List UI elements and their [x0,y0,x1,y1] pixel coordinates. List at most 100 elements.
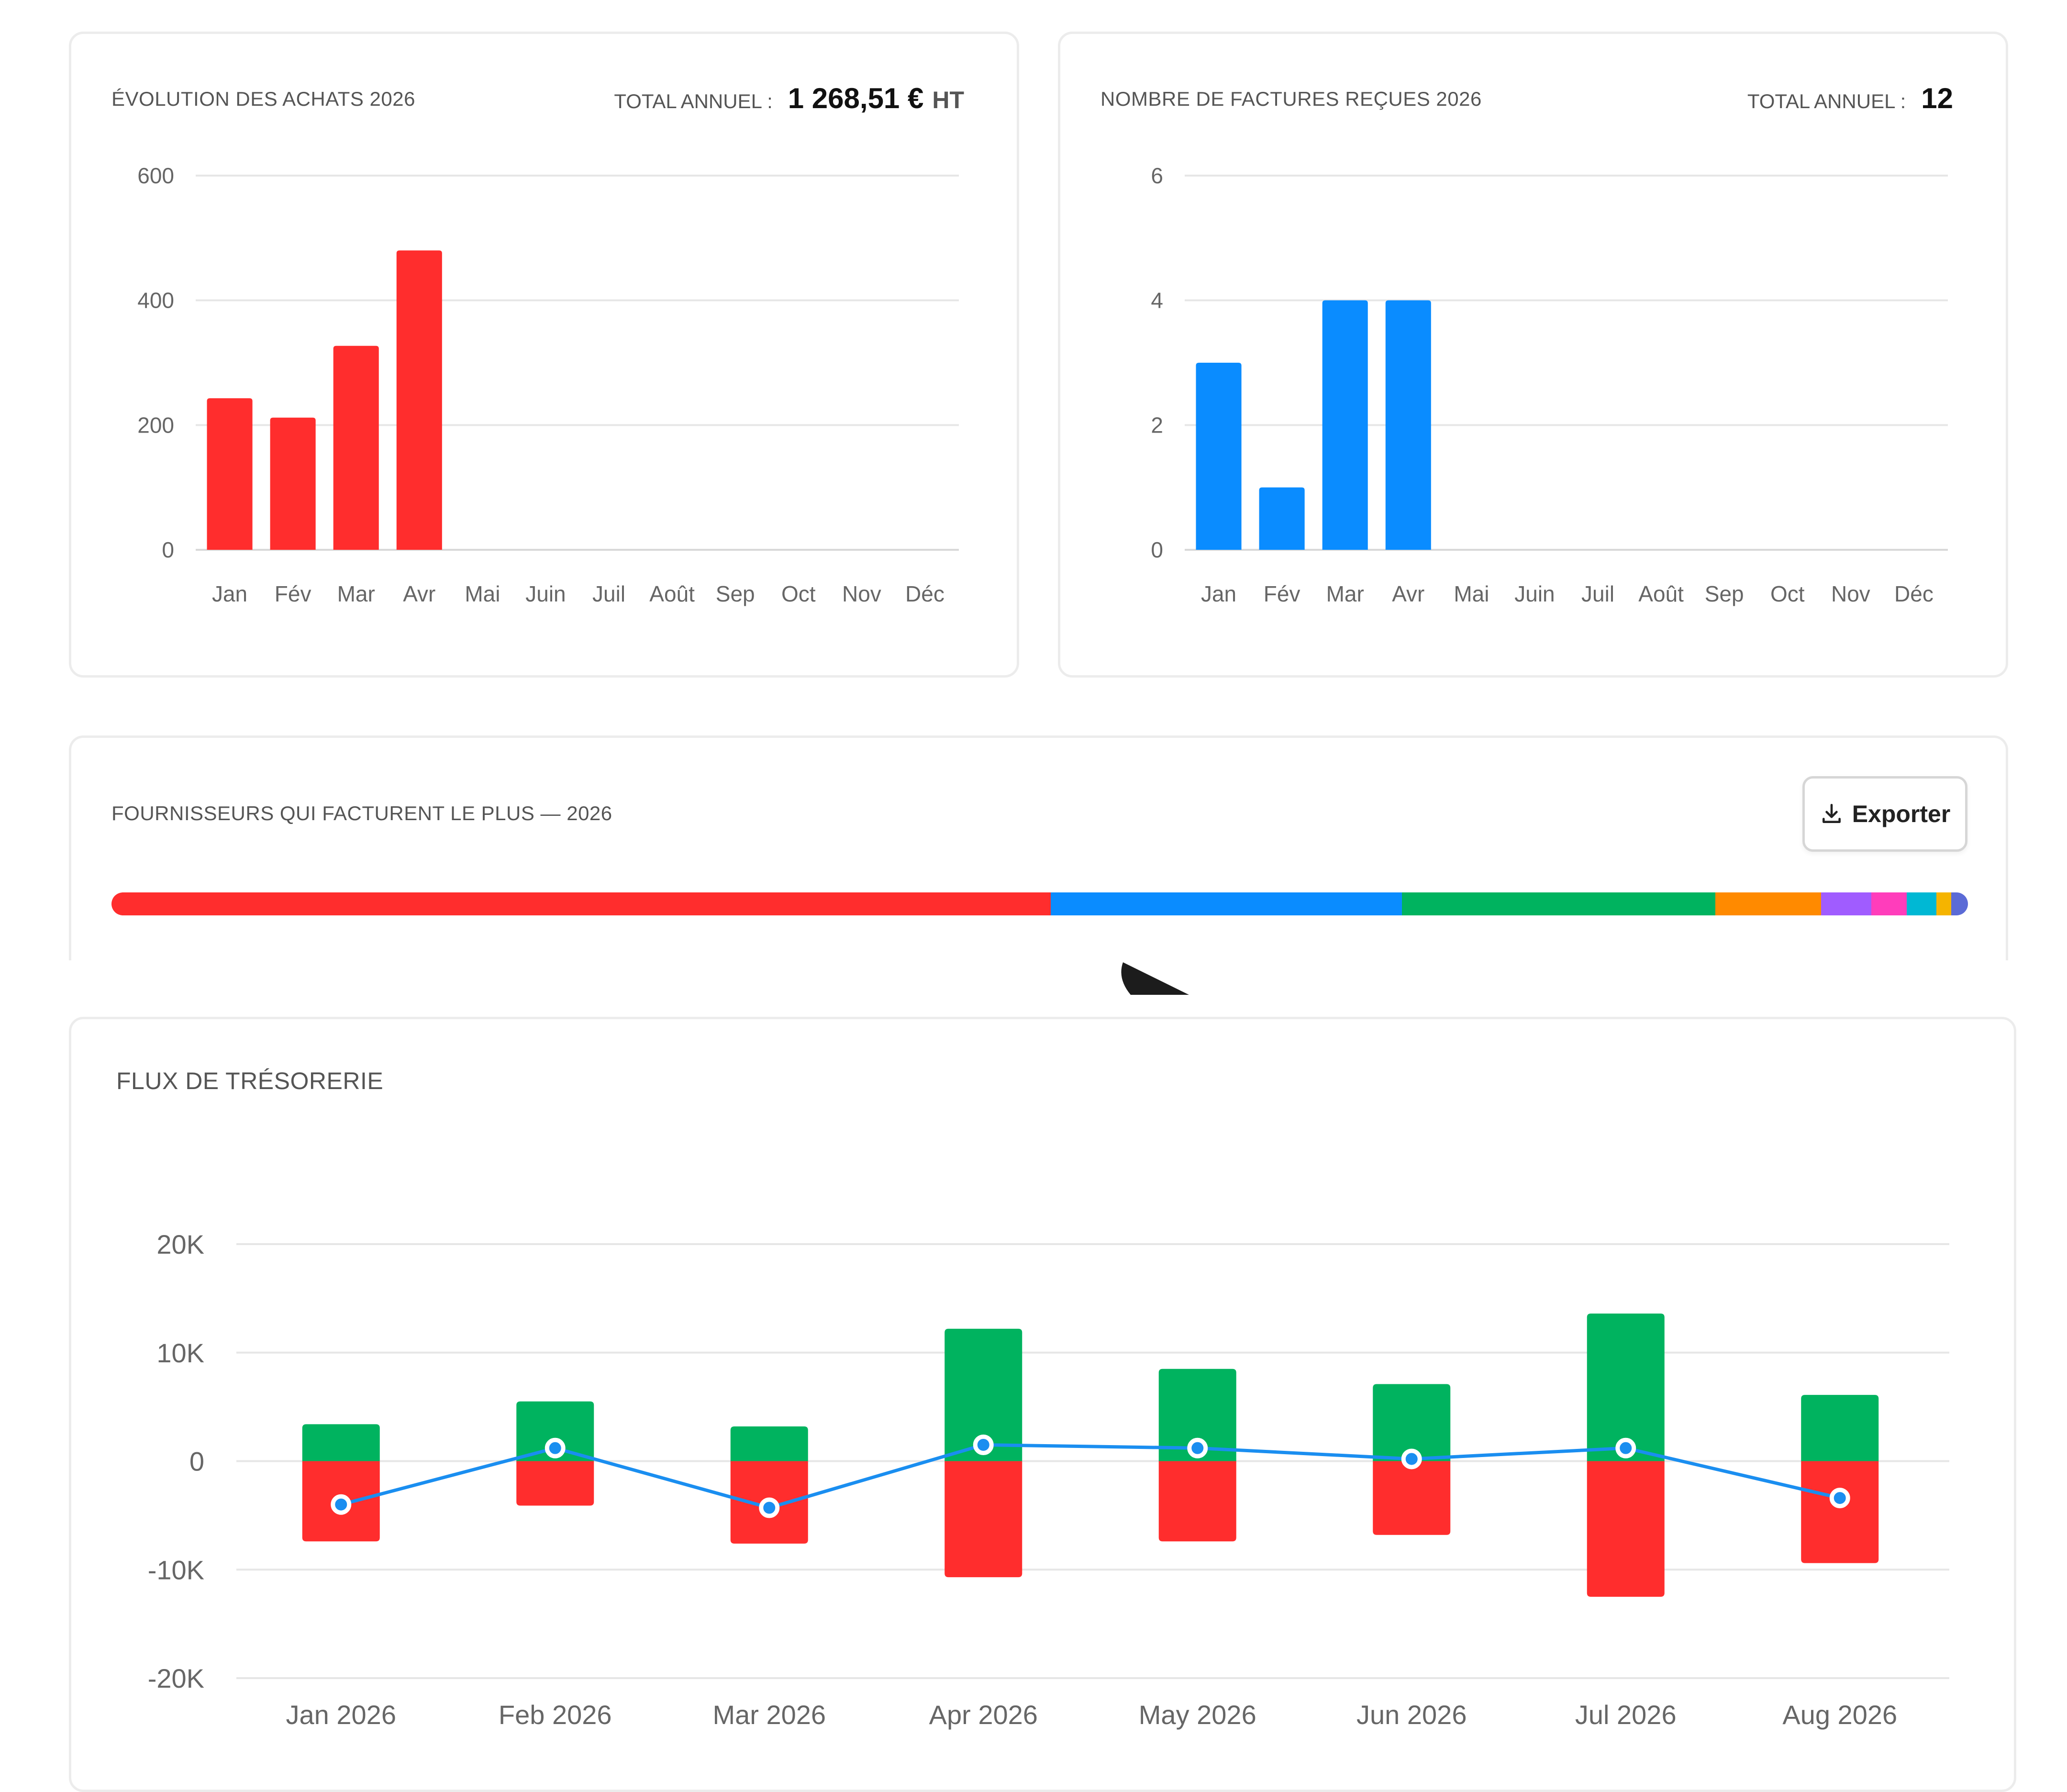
cash-flow-x-tick-label: May 2026 [1139,1700,1256,1730]
purchases-x-tick-label: Sep [716,581,755,606]
invoices-bar-chart: 0 2 4 6 Jan Fév Mar Avr Mai Juin Juil Août Sep Oct Nov… [1151,163,1948,606]
invoices-bar[interactable] [1196,363,1242,550]
invoices-x-tick-label: Oct [1770,581,1805,606]
cash-flow-outflow-bar[interactable] [945,1461,1022,1578]
purchases-bar[interactable] [333,345,379,550]
cash-flow-net-point[interactable] [545,1437,566,1458]
cash-flow-net-point[interactable] [1829,1488,1850,1509]
cash-flow-net-point[interactable] [1187,1437,1208,1458]
purchases-chart-title: ÉVOLUTION DES ACHATS 2026 [111,88,415,110]
cash-flow-y-tick-label: 0 [189,1447,204,1477]
purchases-x-tick-label: Déc [905,581,945,606]
invoices-y-tick-label: 2 [1151,412,1163,437]
cash-flow-card: FLUX DE TRÉSORERIE -20K -10K 0 10K 20K Jan 20… [69,1017,2016,1792]
invoices-bar[interactable] [1259,487,1305,550]
suppliers-share-bar [111,892,1968,915]
cash-flow-x-tick-label: Jul 2026 [1575,1700,1677,1730]
cash-flow-chart: -20K -10K 0 10K 20K Jan 2026 Feb 2026 Mar 2026 A… [148,1229,1949,1730]
invoices-x-tick-label: Jan [1201,581,1236,606]
purchases-annual-total: TOTAL ANNUEL : 1 268,51 € HT [614,82,964,115]
cash-flow-inflow-bar[interactable] [945,1328,1022,1461]
invoices-x-tick-label: Sep [1705,581,1744,606]
purchases-x-tick-label: Avr [403,581,435,606]
cash-flow-outflow-bar[interactable] [516,1461,594,1506]
export-button[interactable]: Exporter [1802,776,1967,852]
invoices-bar[interactable] [1322,300,1368,550]
cash-flow-inflow-bar[interactable] [1587,1313,1665,1461]
invoices-y-tick-label: 4 [1151,288,1163,313]
mouse-cursor-icon [1121,962,1189,995]
purchases-x-tick-label: Oct [781,581,816,606]
invoices-x-tick-label: Mai [1454,581,1489,606]
supplier-share-segment[interactable] [111,892,1051,915]
supplier-share-segment[interactable] [1951,892,1968,915]
purchases-x-tick-label: Juin [525,581,566,606]
invoices-x-tick-label: Déc [1894,581,1934,606]
cash-flow-y-tick-label: -20K [148,1663,204,1693]
invoices-bar[interactable] [1385,300,1431,550]
supplier-share-segment[interactable] [1821,892,1872,915]
supplier-share-segment[interactable] [1906,892,1936,915]
supplier-share-segment[interactable] [1936,892,1952,915]
invoices-x-tick-label: Juil [1581,581,1614,606]
cash-flow-title: FLUX DE TRÉSORERIE [116,1068,384,1094]
purchases-y-tick-label: 400 [137,288,174,313]
cash-flow-y-tick-label: 10K [156,1338,204,1368]
purchases-chart-card: ÉVOLUTION DES ACHATS 2026 TOTAL ANNUEL :… [69,32,1019,678]
cash-flow-net-point[interactable] [973,1434,994,1455]
cash-flow-x-tick-label: Jun 2026 [1356,1700,1467,1730]
purchases-x-tick-label: Jan [212,581,247,606]
cash-flow-net-point[interactable] [759,1497,780,1518]
invoices-chart-card: NOMBRE DE FACTURES REÇUES 2026 TOTAL ANN… [1058,32,2008,678]
purchases-x-tick-label: Mar [337,581,375,606]
cash-flow-outflow-bar[interactable] [1587,1461,1665,1597]
supplier-share-segment[interactable] [1051,892,1402,915]
purchases-x-tick-label: Nov [842,581,881,606]
cash-flow-y-tick-label: 20K [156,1229,204,1259]
cash-flow-x-tick-label: Mar 2026 [712,1700,826,1730]
invoices-chart-title: NOMBRE DE FACTURES REÇUES 2026 [1100,88,1482,110]
purchases-x-tick-label: Août [649,581,695,606]
invoices-x-tick-label: Juin [1514,581,1555,606]
cash-flow-x-tick-label: Feb 2026 [499,1700,612,1730]
purchases-bar-chart: 0 200 400 600 Jan Fév Mar Avr Mai Juin Juil Août Sep… [137,163,959,606]
cash-flow-inflow-bar[interactable] [302,1424,380,1461]
cash-flow-x-tick-label: Jan 2026 [286,1700,396,1730]
cash-flow-x-tick-label: Apr 2026 [929,1700,1038,1730]
cash-flow-outflow-bar[interactable] [1373,1461,1451,1535]
cash-flow-net-point[interactable] [1401,1448,1422,1469]
invoices-total-value: 12 [1921,82,1953,114]
cash-flow-inflow-bar[interactable] [1801,1395,1879,1461]
invoices-x-tick-label: Mar [1326,581,1364,606]
purchases-y-tick-label: 200 [137,412,174,437]
purchases-x-tick-label: Fév [275,581,311,606]
cash-flow-outflow-bar[interactable] [1801,1461,1879,1563]
purchases-bar[interactable] [270,417,316,550]
supplier-share-segment[interactable] [1715,892,1822,915]
invoices-y-tick-label: 6 [1151,163,1163,188]
invoices-x-tick-label: Nov [1831,581,1870,606]
invoices-x-tick-label: Fév [1264,581,1300,606]
purchases-y-tick-label: 600 [137,163,174,188]
purchases-total-unit: HT [932,87,964,113]
cash-flow-inflow-bar[interactable] [1158,1369,1236,1461]
download-icon [1822,803,1841,823]
suppliers-card: FOURNISSEURS QUI FACTURENT LE PLUS — 202… [69,735,2008,960]
purchases-bar[interactable] [207,398,253,550]
cash-flow-net-point[interactable] [331,1494,352,1515]
supplier-share-segment[interactable] [1401,892,1716,915]
invoices-total-label: TOTAL ANNUEL : [1747,90,1906,112]
invoices-annual-total: TOTAL ANNUEL : 12 [1747,82,1953,115]
cash-flow-inflow-bar[interactable] [1373,1384,1451,1461]
supplier-share-segment[interactable] [1871,892,1907,915]
suppliers-title: FOURNISSEURS QUI FACTURENT LE PLUS — 202… [111,802,612,824]
cash-flow-outflow-bar[interactable] [1158,1461,1236,1542]
cash-flow-inflow-bar[interactable] [730,1426,808,1461]
purchases-x-tick-label: Mai [465,581,500,606]
purchases-x-tick-label: Juil [592,581,625,606]
cash-flow-net-line [340,1443,1841,1510]
invoices-x-tick-label: Avr [1392,581,1424,606]
cash-flow-net-point[interactable] [1615,1437,1636,1458]
purchases-bar[interactable] [396,250,442,550]
cash-flow-inflow-bar[interactable] [516,1401,594,1461]
